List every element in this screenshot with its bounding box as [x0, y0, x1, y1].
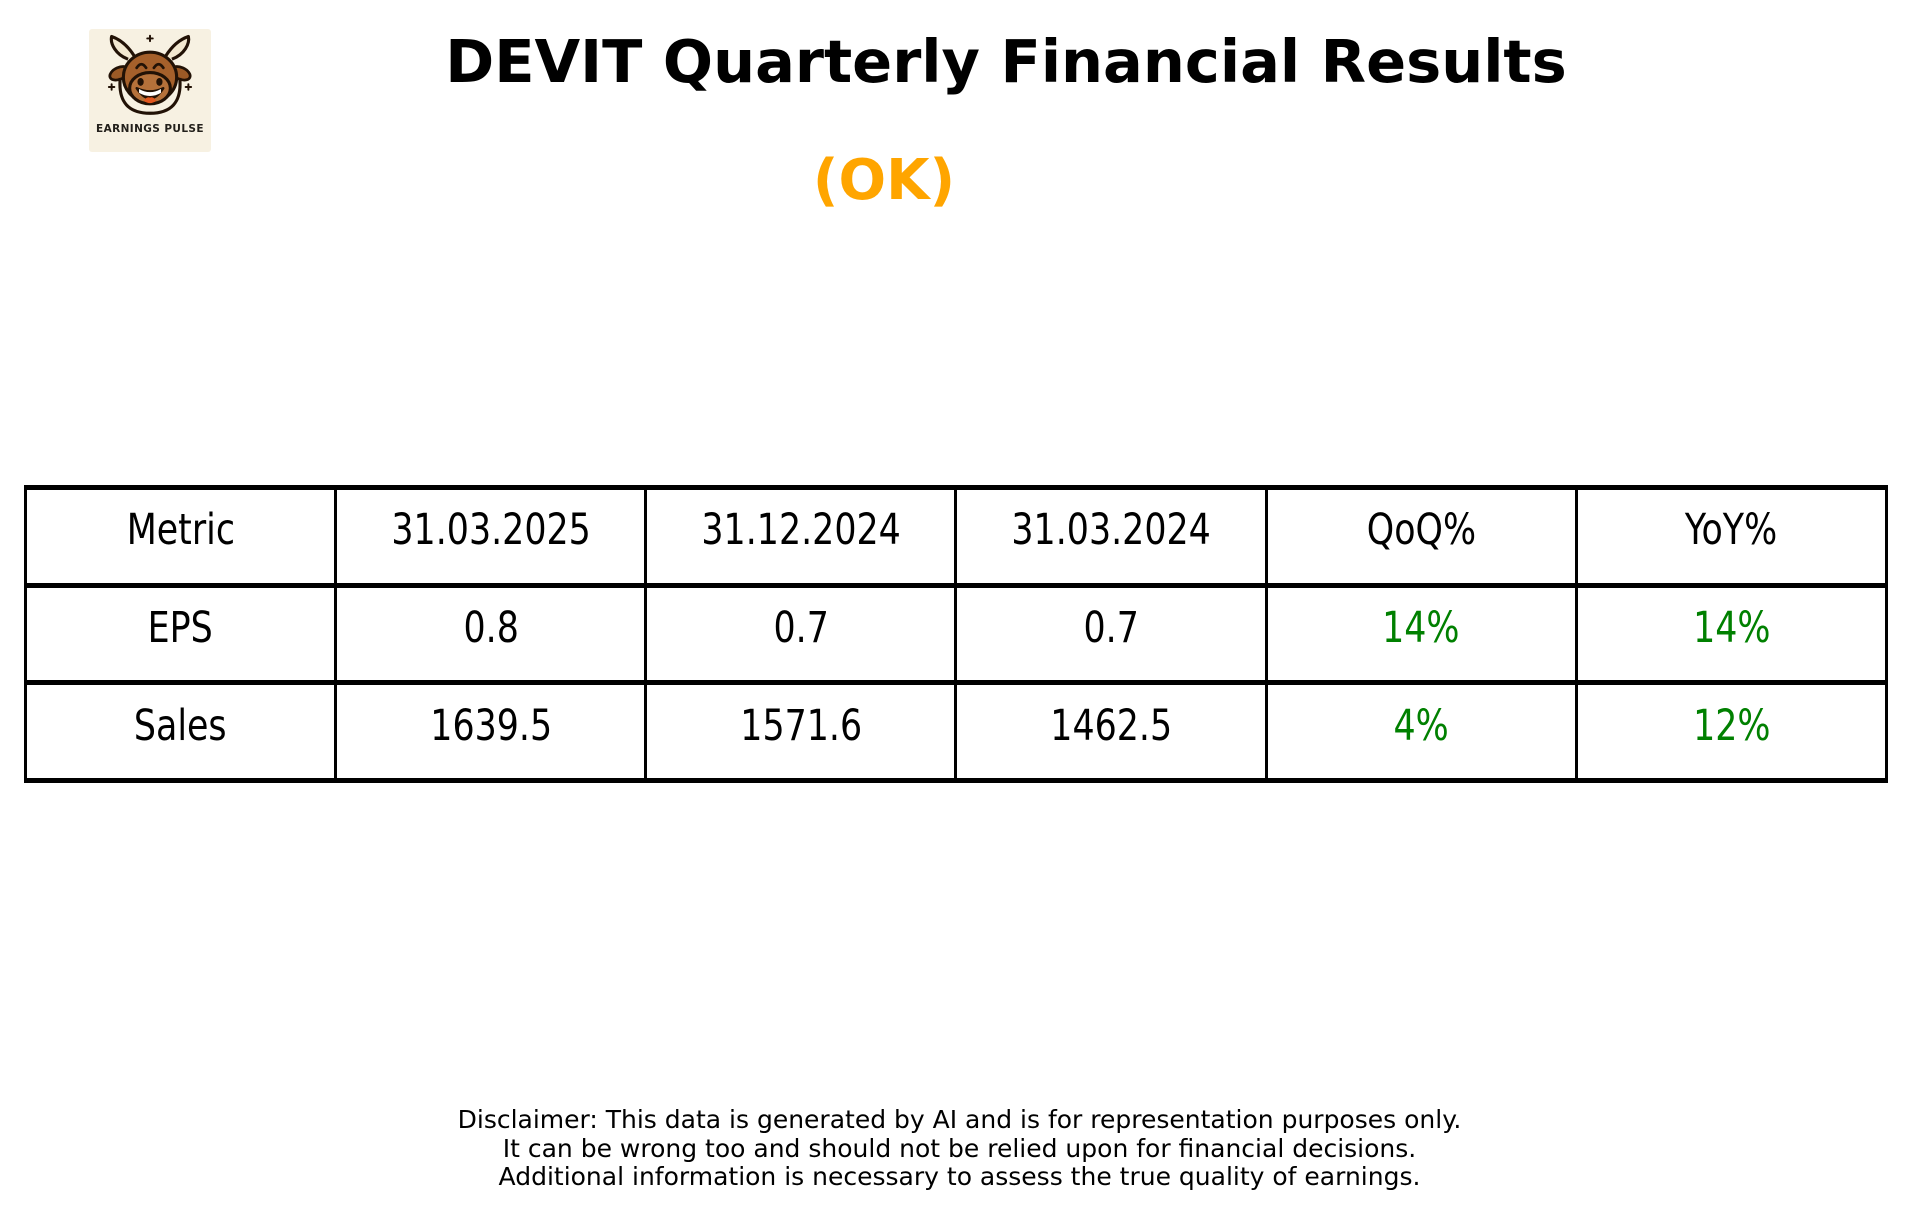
disclaimer-line-3: Additional information is necessary to a… — [498, 1162, 1421, 1191]
cell-eps-31-03-2025: 0.8 — [334, 582, 648, 686]
bull-icon — [107, 34, 193, 115]
column-header-31-03-2024: 31.03.2024 — [954, 485, 1268, 588]
cell-sales-31-12-2024: 1571.6 — [644, 680, 958, 783]
brand-logo: EARNINGS PULSE — [89, 29, 211, 152]
cell-eps-qoq: 14% — [1264, 582, 1578, 686]
cell-eps-31-03-2024: 0.7 — [954, 582, 1268, 686]
cell-eps-yoy: 14% — [1574, 582, 1889, 686]
table-header-row: Metric 31.03.2025 31.12.2024 31.03.2024 … — [23, 485, 1889, 588]
page-title: DEVIT Quarterly Financial Results — [445, 27, 1567, 96]
cell-eps-31-12-2024: 0.7 — [644, 582, 958, 686]
cell-sales-yoy: 12% — [1574, 680, 1889, 783]
disclaimer-line-1: Disclaimer: This data is generated by AI… — [457, 1105, 1462, 1134]
column-header-31-03-2025: 31.03.2025 — [334, 485, 648, 588]
cell-sales-31-03-2024: 1462.5 — [954, 680, 1268, 783]
brand-label: EARNINGS PULSE — [96, 123, 204, 135]
cell-sales-metric: Sales — [23, 680, 338, 783]
cell-sales-qoq: 4% — [1264, 680, 1578, 783]
verdict-badge: (OK) — [812, 148, 956, 213]
cell-eps-metric: EPS — [23, 582, 338, 686]
column-header-yoy: YoY% — [1574, 485, 1889, 588]
column-header-31-12-2024: 31.12.2024 — [644, 485, 958, 588]
financial-results-table: Metric 31.03.2025 31.12.2024 31.03.2024 … — [23, 485, 1889, 783]
table-row-sales: Sales 1639.5 1571.6 1462.5 4% 12% — [23, 680, 1889, 783]
column-header-qoq: QoQ% — [1264, 485, 1578, 588]
table-row-eps: EPS 0.8 0.7 0.7 14% 14% — [23, 582, 1889, 686]
column-header-metric: Metric — [23, 485, 338, 588]
cell-sales-31-03-2025: 1639.5 — [334, 680, 648, 783]
disclaimer-line-2: It can be wrong too and should not be re… — [502, 1133, 1417, 1163]
disclaimer: Disclaimer: This data is generated by AI… — [0, 1105, 1919, 1192]
